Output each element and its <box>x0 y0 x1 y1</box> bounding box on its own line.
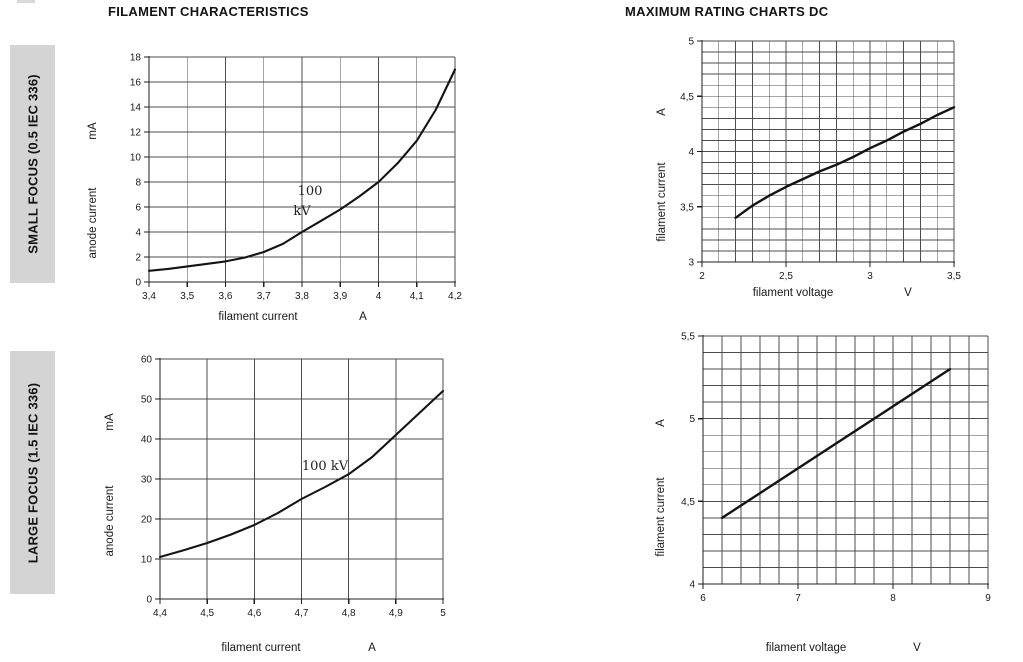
grid <box>149 56 456 282</box>
y-tick-label: 18 <box>130 53 142 64</box>
y-tick-label: 4,5 <box>681 497 695 508</box>
y-tick-label: 0 <box>135 278 141 289</box>
x-tick-label: 8 <box>890 593 896 604</box>
x-tick-label: 3 <box>867 271 873 282</box>
y-tick-label: 3 <box>688 258 694 269</box>
chart-rating-small-focus: 2 2,5 3 3,5 3 3,5 4 4,5 5 <box>666 29 976 291</box>
chart3-y-label: filament current <box>656 162 668 242</box>
sidebar-large-focus: LARGE FOCUS (1.5 IEC 336) <box>10 351 55 594</box>
y-tick-label: 4,5 <box>680 92 694 103</box>
curve-100-kv <box>158 389 445 559</box>
chart2-x-unit: A <box>368 642 376 654</box>
grid <box>703 335 989 584</box>
y-tick-label: 60 <box>141 355 153 366</box>
x-tick-label: 6 <box>700 593 706 604</box>
chart-rating-large-focus-svg: 6 7 8 9 4 4,5 5 5,5 <box>681 332 991 605</box>
x-tick-label: 4,1 <box>410 291 424 302</box>
y-tick-label: 10 <box>141 555 153 566</box>
y-tick-label: 3,5 <box>680 202 694 213</box>
x-tick-label: 3,4 <box>142 291 156 302</box>
grid <box>702 40 955 262</box>
tick-labels: 3,4 3,5 3,6 3,7 3,8 3,9 4 4,1 4,2 0 2 4 6 8 10 12 14 16 18 <box>130 53 463 303</box>
x-tick-label: 3,6 <box>219 291 233 302</box>
x-tick-label: 4,4 <box>153 608 167 619</box>
chart3-x-unit: V <box>904 287 912 299</box>
y-tick-label: 4 <box>688 147 694 158</box>
chart4-y-label: filament current <box>655 477 667 557</box>
x-tick-label: 2,5 <box>779 271 793 282</box>
grid <box>160 358 444 599</box>
y-tick-label: 10 <box>130 153 142 164</box>
section-title-filament-characteristics: FILAMENT CHARACTERISTICS <box>108 4 309 19</box>
tick-labels: 6 7 8 9 4 4,5 5 5,5 <box>681 332 991 605</box>
y-tick-label: 6 <box>135 203 141 214</box>
x-tick-label: 4,2 <box>448 291 462 302</box>
y-tick-label: 4 <box>135 228 141 239</box>
x-tick-label: 2 <box>699 271 705 282</box>
x-tick-label: 3,5 <box>180 291 194 302</box>
x-tick-label: 7 <box>795 593 801 604</box>
y-tick-label: 8 <box>135 178 141 189</box>
curve-filament-current-limit <box>734 106 956 220</box>
corner-mark <box>17 0 35 3</box>
chart-filament-large-focus: 4,4 4,5 4,6 4,7 4,8 4,9 5 0 10 20 30 40 50 60 100 kV <box>125 345 455 620</box>
sidebar-small-focus: SMALL FOCUS (0.5 IEC 336) <box>10 45 55 283</box>
x-tick-label: 3,7 <box>257 291 271 302</box>
y-tick-label: 5 <box>688 37 694 48</box>
chart4-x-label: filament voltage <box>765 642 847 654</box>
chart2-x-label: filament current <box>221 642 301 654</box>
curve-annotation-100kv: 100 kV <box>301 459 349 474</box>
y-tick-label: 40 <box>141 435 153 446</box>
x-tick-label: 4,6 <box>247 608 261 619</box>
tick-labels: 2 2,5 3 3,5 3 3,5 4 4,5 5 <box>680 37 961 283</box>
sidebar-large-focus-label: LARGE FOCUS (1.5 IEC 336) <box>25 382 40 563</box>
chart4-x-unit: V <box>913 642 921 654</box>
x-tick-label: 3,8 <box>295 291 309 302</box>
x-tick-label: 4,5 <box>200 608 214 619</box>
chart-filament-small-focus-svg: 3,4 3,5 3,6 3,7 3,8 3,9 4 4,1 4,2 0 2 4 6 8 10 12 14 16 18 <box>130 53 463 303</box>
chart1-x-label: filament current <box>218 311 298 323</box>
y-tick-label: 50 <box>141 395 153 406</box>
y-tick-label: 5,5 <box>681 332 695 343</box>
y-tick-label: 4 <box>689 580 695 591</box>
x-tick-label: 4,7 <box>295 608 309 619</box>
x-tick-label: 4 <box>376 291 382 302</box>
chart1-y-label: anode current <box>87 187 99 259</box>
chart2-y-label: anode current <box>104 485 116 557</box>
curve-100-kv <box>147 68 457 272</box>
y-tick-label: 20 <box>141 515 153 526</box>
x-tick-label: 4,9 <box>389 608 403 619</box>
x-tick-label: 5 <box>440 608 446 619</box>
chart1-x-unit: A <box>359 311 367 323</box>
x-tick-label: 4,8 <box>342 608 356 619</box>
y-tick-label: 14 <box>130 103 142 114</box>
x-tick-label: 3,9 <box>333 291 347 302</box>
y-tick-label: 0 <box>146 595 152 606</box>
curve-annotation-kv: kV <box>293 204 311 219</box>
y-tick-label: 12 <box>130 128 142 139</box>
sidebar-small-focus-label: SMALL FOCUS (0.5 IEC 336) <box>25 74 40 254</box>
axes <box>698 335 989 589</box>
y-tick-label: 16 <box>130 78 142 89</box>
section-title-maximum-rating: MAXIMUM RATING CHARTS DC <box>625 4 829 19</box>
axes <box>697 40 955 267</box>
chart3-x-label: filament voltage <box>752 287 834 299</box>
curve-filament-current-limit <box>720 367 952 520</box>
chart-rating-large-focus: 6 7 8 9 4 4,5 5 5,5 <box>666 320 996 620</box>
chart-rating-small-focus-svg: 2 2,5 3 3,5 3 3,5 4 4,5 5 <box>680 37 961 283</box>
y-tick-label: 5 <box>689 414 695 425</box>
x-tick-label: 9 <box>985 593 991 604</box>
curve-annotation-100: 100 <box>297 184 323 199</box>
axes <box>155 358 444 604</box>
axes <box>144 56 456 287</box>
x-tick-label: 3,5 <box>947 271 961 282</box>
y-tick-label: 30 <box>141 475 153 486</box>
chart-filament-small-focus: 3,4 3,5 3,6 3,7 3,8 3,9 4 4,1 4,2 0 2 4 6 8 10 12 14 16 18… <box>117 45 467 307</box>
y-tick-label: 2 <box>135 253 141 264</box>
